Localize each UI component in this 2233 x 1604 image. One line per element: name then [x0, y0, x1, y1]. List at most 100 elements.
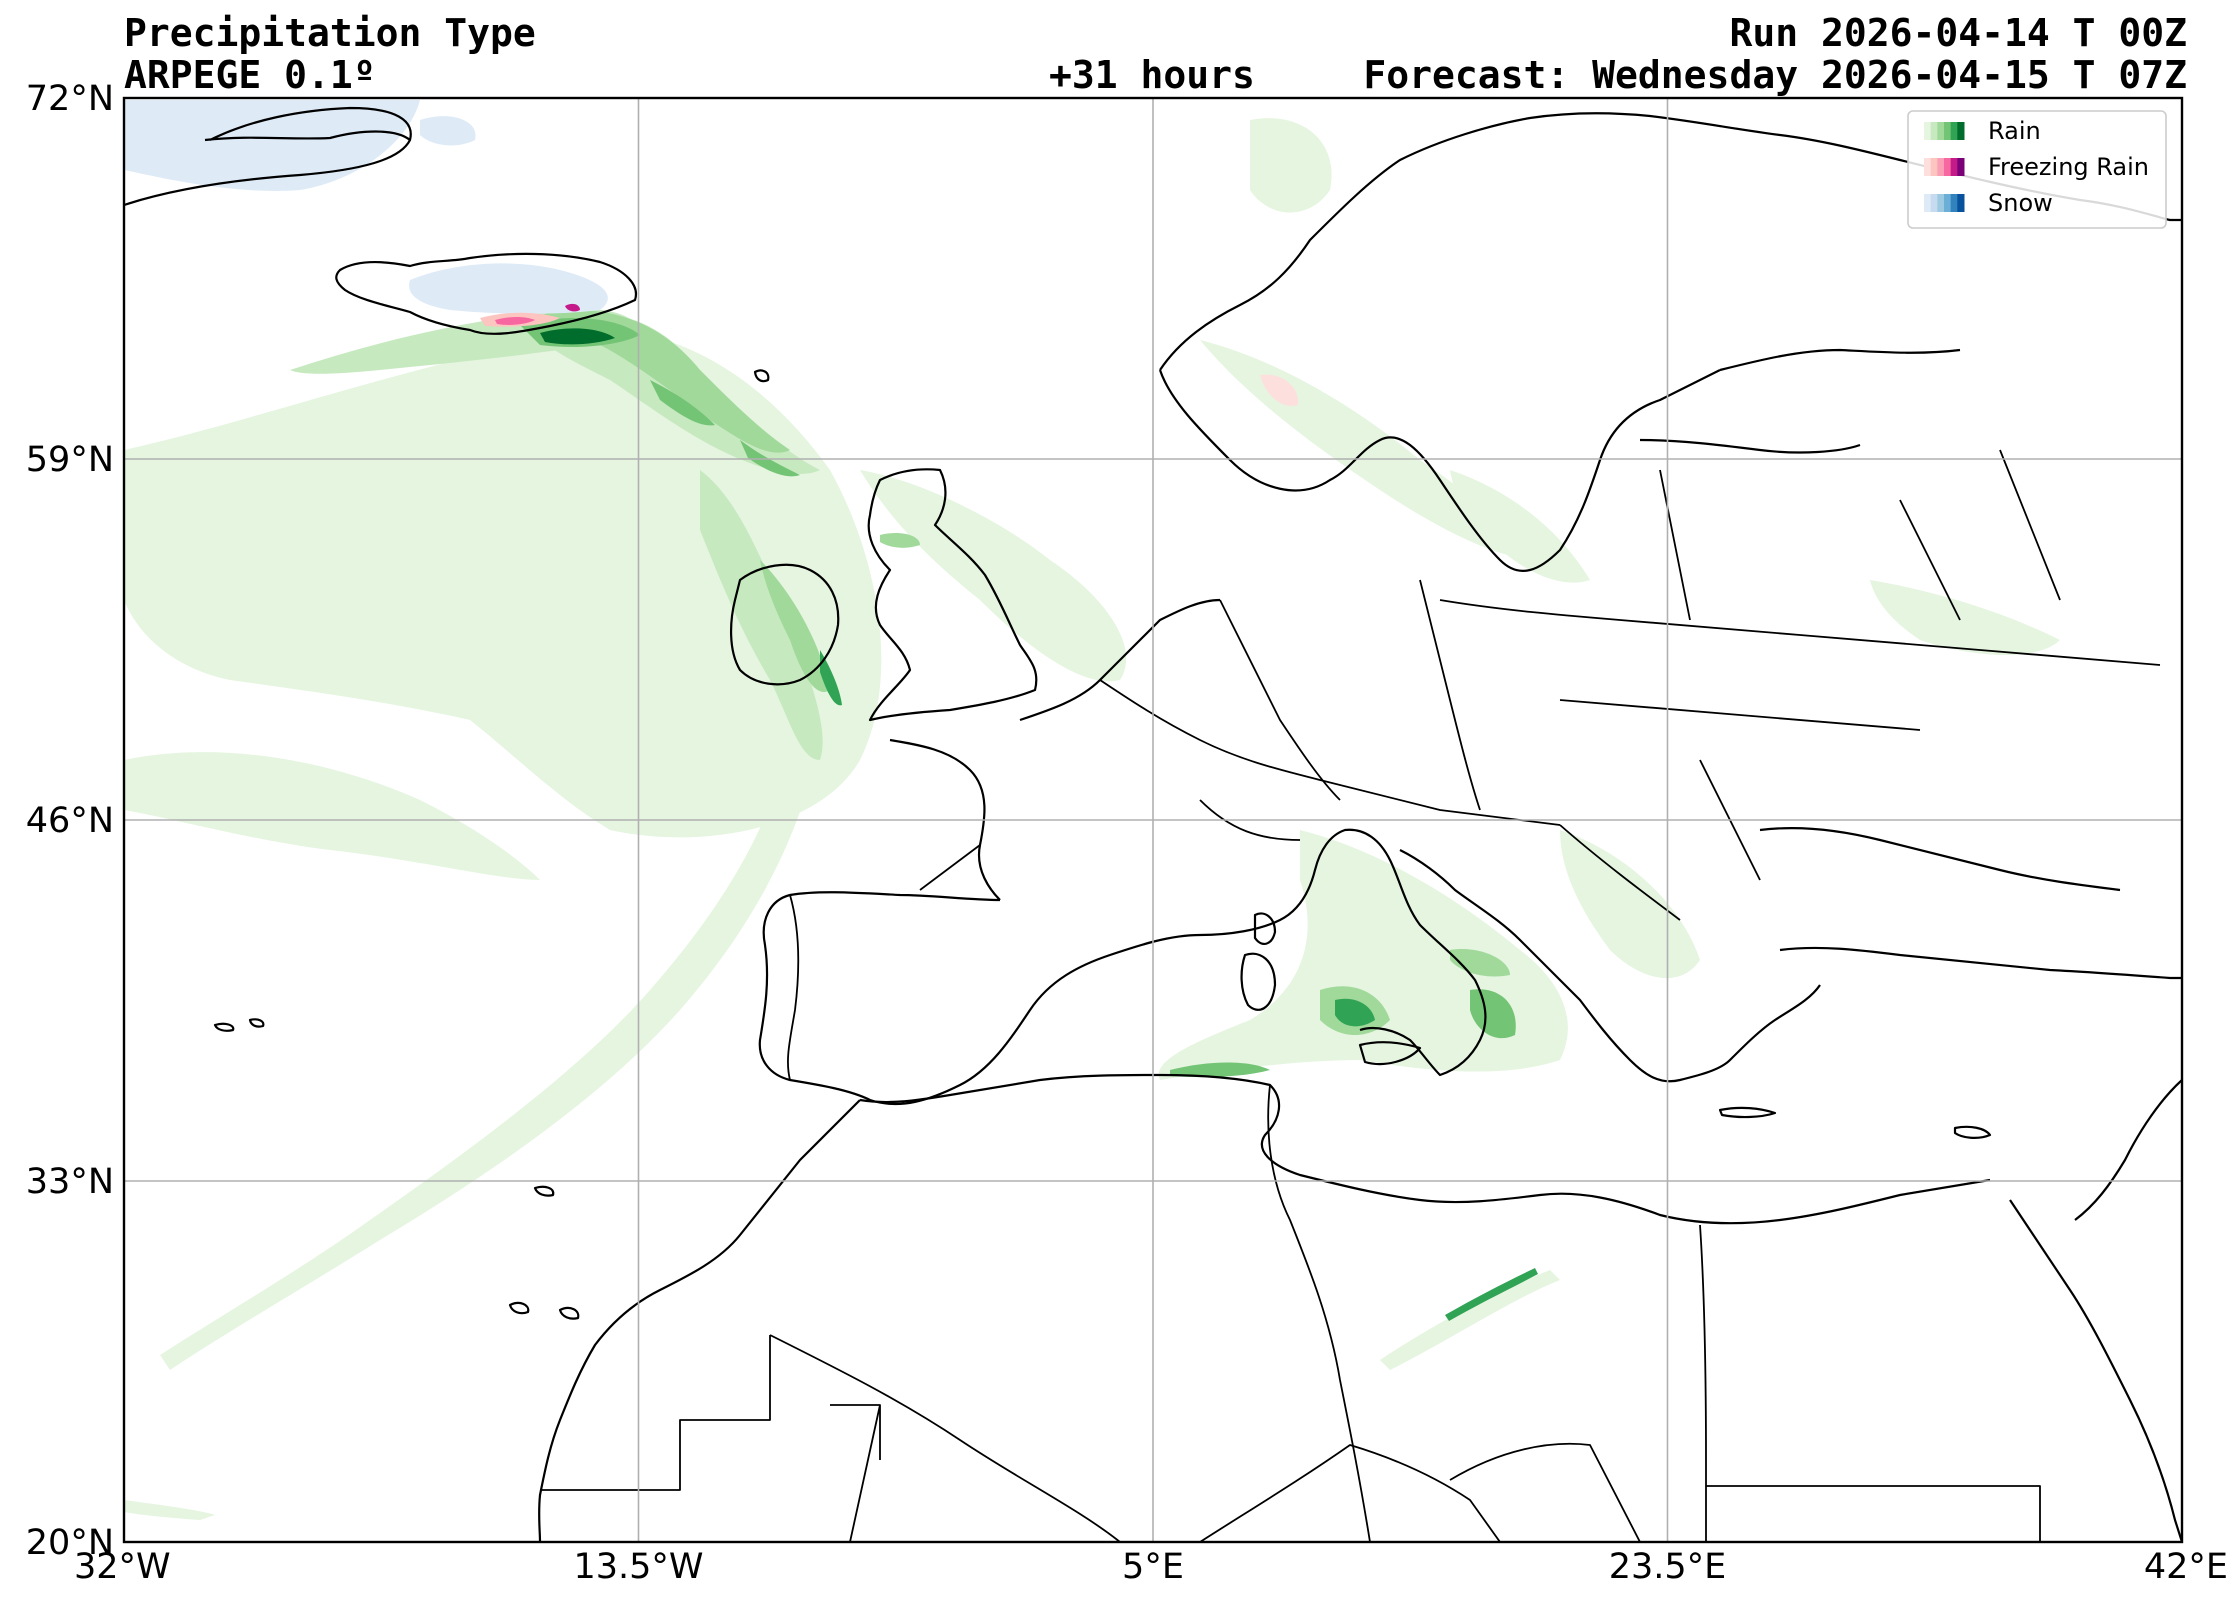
rain-spot-scotland [880, 533, 920, 548]
coast-cyprus [1953, 1125, 1992, 1139]
legend-swatch-segment [1930, 158, 1938, 176]
legend-swatch-segment [1930, 194, 1938, 212]
legend-swatch-segment [1957, 158, 1965, 176]
border-africa-3 [540, 1334, 1121, 1542]
rain-area-sw-corner [124, 1500, 215, 1520]
border-africa-2 [1699, 1224, 2041, 1542]
coast-azores [213, 1018, 265, 1032]
border-africa-4 [1199, 1442, 1641, 1542]
country-borders [540, 449, 2161, 1542]
lon-tick-label: 13.5°W [573, 1547, 703, 1587]
rain-streak-sahara [1445, 1268, 1538, 1321]
rain-streak-1 [650, 380, 715, 426]
rain-core-tunisia [1170, 1062, 1270, 1078]
coast-great-britain [867, 468, 1038, 722]
map-frame [122, 96, 2184, 1544]
coast-turkey [1759, 826, 2182, 980]
rain-area-sahara [1380, 1270, 1560, 1370]
rain-band-ireland [700, 470, 823, 760]
legend-swatch-segment [1957, 194, 1965, 212]
legend-swatch-segment [1924, 122, 1932, 140]
legend-swatch [1924, 122, 1965, 140]
legend-swatch-segment [1937, 158, 1945, 176]
rain-area-balkans [1560, 830, 1700, 979]
lon-tick-label: 42°E [2144, 1547, 2228, 1587]
lon-tick-label: 5°E [1122, 1547, 1184, 1587]
rain-band-ireland-core [760, 560, 830, 692]
rain-area-atlantic-south [124, 752, 540, 880]
border-africa-1 [1267, 1084, 1371, 1542]
rain-core-south-italy [1470, 989, 1516, 1039]
legend-swatch-segment [1957, 122, 1965, 140]
coast-canaries [508, 1301, 580, 1320]
lat-tick-label: 46°N [26, 801, 114, 841]
legend-swatch-segment [1950, 122, 1958, 140]
model-label: ARPEGE 0.1º [124, 53, 376, 97]
coast-levant [2009, 1079, 2182, 1542]
coast-faroe [753, 369, 770, 383]
coast-western-europe [758, 598, 1487, 1106]
rain-core-tyrrhenian-dark [1335, 998, 1375, 1027]
coastlines [124, 106, 2182, 1542]
coast-crete [1718, 1106, 1777, 1119]
snow-area-iceland [409, 263, 608, 314]
legend-swatch-segment [1937, 122, 1945, 140]
legend-swatch-segment [1924, 194, 1932, 212]
coast-greenland [124, 106, 412, 207]
legend-label: Snow [1988, 189, 2053, 217]
coast-iceland [335, 252, 638, 335]
lon-tick-label: 23.5°E [1609, 1547, 1727, 1587]
lon-tick-label: 32°W [74, 1547, 171, 1587]
rain-area-italy [1158, 830, 1568, 1080]
coast-sardinia [1240, 952, 1277, 1011]
legend-swatch-segment [1937, 194, 1945, 212]
lat-tick-label: 72°N [26, 79, 114, 119]
coast-ireland [729, 563, 840, 686]
legend-swatch [1924, 158, 1965, 176]
rain-streak-2 [740, 440, 800, 477]
run-label: Run 2026-04-14 T 00Z [1729, 11, 2187, 55]
border-europe-1 [1099, 679, 1561, 826]
rain-core-iceland-dark [540, 328, 615, 345]
axis-ticks: 32°W 13.5°W 5°E 23.5°E 42°E 72°N 59°N 46°N 33°N 2… [26, 79, 2228, 1587]
legend-swatch-segment [1944, 122, 1952, 140]
map-title: Precipitation Type [124, 11, 536, 55]
rain-area-north-sea [860, 470, 1127, 682]
rain-band-mid [540, 310, 790, 453]
forecast-label: Forecast: Wednesday 2026-04-15 T 07Z [1363, 53, 2187, 97]
rain-streak-3 [820, 650, 842, 706]
snow-area-svalbard [420, 116, 476, 146]
border-iberia [787, 844, 981, 1081]
legend-swatch [1924, 194, 1965, 212]
coast-corsica [1253, 912, 1277, 946]
legend-swatch-segment [1944, 194, 1952, 212]
freezing-rain-iceland-core [495, 317, 535, 325]
precipitation-layer [124, 100, 2060, 1520]
coast-madeira [533, 1185, 555, 1197]
freezing-rain-iceland-east [565, 303, 580, 312]
lat-tick-label: 20°N [26, 1523, 114, 1563]
legend-swatch-segment [1924, 158, 1932, 176]
legend-label: Freezing Rain [1988, 153, 2149, 181]
coast-west-africa [538, 1099, 861, 1542]
coast-sicily [1358, 1041, 1422, 1066]
legend-swatch-segment [1930, 122, 1938, 140]
legend: Rain Freezing Rain Snow [1907, 110, 2167, 229]
legend-label: Rain [1988, 117, 2041, 145]
legend-swatch-segment [1944, 158, 1952, 176]
border-europe-2 [1219, 579, 1481, 811]
rain-area-east-europe [1870, 580, 2060, 655]
lat-tick-label: 33°N [26, 1162, 114, 1202]
legend-swatch-segment [1950, 194, 1958, 212]
legend-swatch-segment [1950, 158, 1958, 176]
border-europe-3 [1439, 599, 2161, 666]
lead-time-label: +31 hours [1049, 53, 1255, 97]
lat-tick-label: 59°N [26, 440, 114, 480]
rain-area-atlantic [124, 330, 882, 838]
rain-area-norway-sea [1250, 118, 1332, 213]
freezing-rain-scandinavia [1260, 374, 1299, 406]
coast-balkans [1399, 849, 1821, 1083]
legend-box [1907, 110, 2167, 229]
border-europe-4 [1559, 449, 2061, 731]
